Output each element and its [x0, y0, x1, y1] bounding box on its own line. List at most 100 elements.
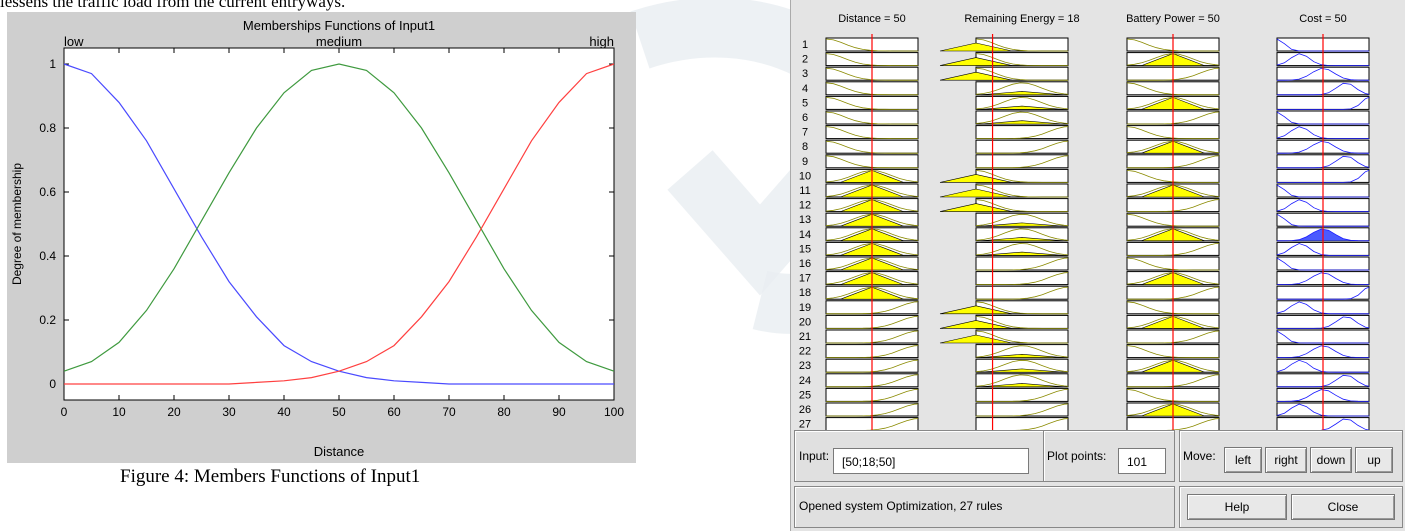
rule-number: 13 — [799, 214, 811, 226]
rule-cell — [976, 155, 1068, 168]
rule-cell — [976, 140, 1068, 153]
plot-area — [64, 48, 614, 400]
y-tick-label: 0 — [49, 377, 56, 391]
column-header: Remaining Energy = 18 — [964, 13, 1079, 25]
rule-number: 16 — [799, 258, 811, 270]
rule-cell-frame — [976, 140, 1068, 153]
rule-cell-frame — [976, 272, 1068, 285]
y-tick-label: 0.4 — [39, 249, 56, 263]
rule-cell — [976, 418, 1068, 430]
plot-points-field[interactable]: 101 — [1118, 448, 1166, 474]
status-text: Opened system Optimization, 27 rules — [799, 499, 1002, 513]
rule-cell — [976, 272, 1068, 285]
x-tick-label: 0 — [61, 405, 68, 419]
y-tick-label: 0.6 — [39, 185, 56, 199]
figure-caption: Figure 4: Members Functions of Input1 — [120, 466, 420, 488]
rule-viewer-window: Distance = 50 Remaining Energy = 18 Batter… — [790, 0, 1405, 531]
rule-cell — [940, 184, 1068, 197]
rule-number: 17 — [799, 273, 811, 285]
rule-number: 19 — [799, 302, 811, 314]
rule-number: 20 — [799, 316, 811, 328]
rule-number: 4 — [802, 83, 808, 95]
curve-label-medium: medium — [316, 34, 362, 49]
rule-viewer-chart: Distance = 50 Remaining Energy = 18 Batter… — [791, 0, 1405, 430]
rule-cell-frame — [976, 418, 1068, 430]
rule-number: 9 — [802, 156, 808, 168]
x-tick-label: 70 — [442, 405, 456, 419]
rule-cell-frame — [976, 388, 1068, 401]
rule-number: 25 — [799, 389, 811, 401]
rule-cell — [976, 228, 1068, 241]
rule-cell-frame — [976, 126, 1068, 139]
x-tick-label: 10 — [112, 405, 126, 419]
rule-cell — [976, 82, 1068, 95]
intro-text: lessens the traffic load from the curren… — [0, 0, 345, 12]
rule-cell-frame — [976, 155, 1068, 168]
y-tick-label: 0.2 — [39, 313, 56, 327]
move-up-button[interactable]: up — [1355, 447, 1393, 473]
membership-figure: Memberships Functions of Input1 Distance… — [7, 12, 636, 463]
rule-number: 1 — [802, 39, 808, 51]
rule-number: 7 — [802, 127, 808, 139]
rule-number: 5 — [802, 97, 808, 109]
rule-cell — [940, 53, 1068, 66]
rule-number: 12 — [799, 200, 811, 212]
rule-cell — [940, 315, 1068, 328]
rule-number: 18 — [799, 287, 811, 299]
rule-number: 24 — [799, 375, 811, 387]
x-tick-label: 80 — [497, 405, 511, 419]
rule-number: 21 — [799, 331, 811, 343]
curve-label-high: high — [589, 34, 614, 49]
close-button[interactable]: Close — [1291, 494, 1395, 520]
rule-number: 26 — [799, 404, 811, 416]
rule-number: 14 — [799, 229, 811, 241]
rule-cell — [940, 330, 1068, 343]
rule-cell — [940, 169, 1068, 182]
membership-chart: Memberships Functions of Input1 Distance… — [7, 12, 636, 463]
rule-number: 22 — [799, 346, 811, 358]
rule-cell — [976, 345, 1068, 358]
rule-cell — [976, 126, 1068, 139]
chart-title: Memberships Functions of Input1 — [243, 18, 435, 33]
rule-cell — [976, 374, 1068, 387]
rule-number: 3 — [802, 68, 808, 80]
curve-label-low: low — [64, 34, 84, 49]
rule-number: 15 — [799, 243, 811, 255]
rule-number: 6 — [802, 112, 808, 124]
x-tick-label: 30 — [222, 405, 236, 419]
rule-number: 11 — [799, 185, 810, 197]
y-axis-label: Degree of membership — [10, 163, 24, 285]
move-left-button[interactable]: left — [1224, 447, 1262, 473]
rule-number: 23 — [799, 360, 811, 372]
input-label: Input: — [799, 449, 829, 463]
rule-number: 8 — [802, 141, 808, 153]
input-field[interactable]: [50;18;50] — [833, 448, 1029, 474]
rule-cell — [976, 286, 1068, 299]
x-axis-label: Distance — [314, 444, 365, 459]
x-tick-label: 100 — [604, 405, 624, 419]
rule-cell — [976, 111, 1068, 124]
rule-cell — [940, 301, 1068, 314]
move-right-button[interactable]: right — [1265, 447, 1307, 473]
move-label: Move: — [1183, 449, 1216, 463]
rule-cell — [940, 67, 1068, 80]
x-tick-label: 60 — [387, 405, 401, 419]
rule-number: 2 — [802, 54, 808, 66]
rule-cell — [940, 199, 1068, 212]
rule-cell-frame — [976, 257, 1068, 270]
rule-cell-frame — [976, 286, 1068, 299]
rule-cell — [976, 359, 1068, 372]
column-header: Cost = 50 — [1299, 13, 1346, 25]
help-button[interactable]: Help — [1187, 494, 1287, 520]
rule-number: 10 — [799, 170, 811, 182]
rule-cell — [976, 213, 1068, 226]
y-tick-label: 1 — [49, 57, 56, 71]
x-tick-label: 90 — [552, 405, 566, 419]
rule-cell — [976, 257, 1068, 270]
plot-points-label: Plot points: — [1047, 449, 1106, 463]
rule-cell — [976, 403, 1068, 416]
move-down-button[interactable]: down — [1310, 447, 1352, 473]
x-tick-label: 50 — [332, 405, 346, 419]
rule-cell — [976, 96, 1068, 109]
column-header: Battery Power = 50 — [1126, 13, 1220, 25]
